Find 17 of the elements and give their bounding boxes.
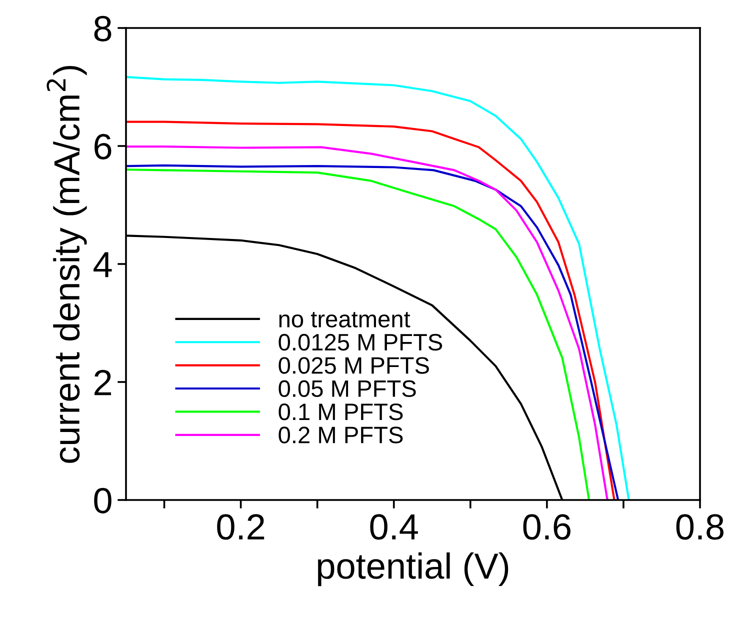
- x-tick-label: 0.4: [370, 514, 418, 540]
- x-tick-label: 0.6: [523, 514, 570, 540]
- y-tick-label: 4: [94, 252, 112, 278]
- y-tick-label: 0: [94, 488, 112, 514]
- y-tick-label: 8: [94, 16, 112, 42]
- legend-label: 0.025 M PFTS: [278, 357, 429, 374]
- y-tick-label: 6: [94, 134, 112, 160]
- x-tick-label: 0.8: [676, 514, 724, 540]
- x-axis-title: potential (V): [318, 552, 508, 586]
- legend-label: no treatment: [279, 312, 410, 328]
- y-axis-title: current density (mA/cm$^{2}$): [46, 66, 87, 463]
- legend-label: 0.1 M PFTS: [278, 403, 403, 420]
- legend-label: 0.2 M PFTS: [278, 426, 403, 444]
- x-tick-label: 0.2: [217, 514, 264, 540]
- y-tick-label: 2: [94, 370, 111, 396]
- legend-label: 0.05 M PFTS: [278, 380, 416, 398]
- legend-label: 0.0125 M PFTS: [278, 334, 442, 351]
